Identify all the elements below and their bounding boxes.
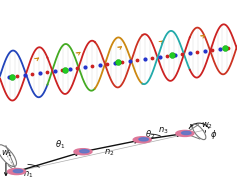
Circle shape [74, 149, 92, 155]
Point [23, 74, 26, 77]
Text: $n_2$: $n_2$ [104, 148, 114, 158]
Circle shape [139, 138, 148, 141]
Point [53, 70, 56, 73]
Circle shape [8, 169, 26, 175]
Point [173, 53, 177, 56]
Circle shape [13, 170, 23, 173]
Point [218, 47, 222, 50]
Point [90, 64, 94, 67]
Point [196, 50, 199, 53]
Text: $n_1$: $n_1$ [23, 169, 34, 180]
Point [68, 67, 72, 70]
Text: $\theta_1$: $\theta_1$ [55, 139, 66, 151]
Point [203, 49, 207, 52]
Point [120, 60, 124, 63]
Point [158, 55, 162, 58]
Point [30, 73, 34, 76]
Point [10, 76, 14, 79]
Circle shape [176, 130, 194, 136]
Point [15, 75, 19, 78]
Point [128, 59, 132, 62]
Point [150, 56, 154, 59]
Circle shape [133, 137, 151, 143]
Point [211, 48, 214, 51]
Point [60, 68, 64, 71]
Point [188, 51, 192, 54]
Point [113, 61, 117, 64]
Point [165, 54, 169, 57]
Point [117, 61, 120, 64]
Text: $n_3$: $n_3$ [158, 126, 169, 136]
Point [135, 58, 139, 61]
Circle shape [80, 150, 89, 153]
Point [170, 53, 174, 57]
Text: $\theta_2$: $\theta_2$ [145, 128, 156, 140]
Point [38, 71, 41, 74]
Point [75, 67, 79, 70]
Point [105, 62, 109, 65]
Text: $\phi$: $\phi$ [210, 128, 217, 141]
Point [63, 68, 67, 71]
Text: $w_1$: $w_1$ [1, 149, 13, 159]
Point [226, 46, 229, 49]
Text: $w_2$: $w_2$ [201, 120, 213, 131]
Circle shape [182, 131, 191, 135]
Point [45, 70, 49, 74]
Point [181, 52, 184, 55]
Point [223, 46, 227, 49]
Point [8, 76, 11, 79]
Point [143, 57, 147, 60]
Point [98, 63, 102, 66]
Point [83, 65, 87, 68]
